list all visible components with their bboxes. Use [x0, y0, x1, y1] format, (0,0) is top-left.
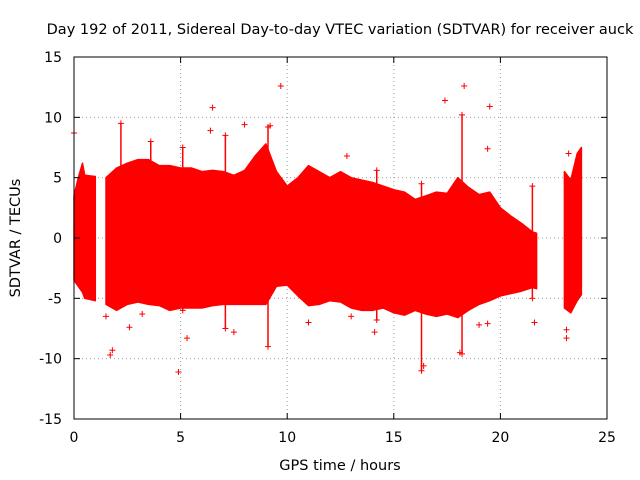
x-axis-label: GPS time / hours: [279, 458, 400, 474]
x-tick-label: 0: [70, 430, 79, 446]
data-point-marker: [102, 313, 109, 320]
data-point-marker: [230, 329, 237, 336]
x-tick-label: 20: [491, 430, 509, 446]
data-point-marker: [117, 120, 124, 127]
y-tick-label: -5: [48, 291, 62, 307]
data-point-marker: [277, 82, 284, 89]
chart-title: Day 192 of 2011, Sidereal Day-to-day VTE…: [47, 22, 634, 38]
data-point-marker: [484, 145, 491, 152]
sdtvar-data-band: [563, 146, 583, 314]
data-point-marker: [531, 319, 538, 326]
data-point-marker: [529, 183, 536, 190]
data-point-marker: [371, 329, 378, 336]
x-tick-label: 25: [598, 430, 616, 446]
y-tick-label: -15: [39, 412, 62, 428]
sdtvar-data-band: [105, 143, 538, 319]
y-tick-label: -10: [39, 352, 62, 368]
data-point-marker: [267, 122, 274, 129]
data-point-marker: [484, 320, 491, 327]
data-point-marker: [179, 144, 186, 151]
data-point-marker: [343, 152, 350, 159]
data-layer: [71, 82, 583, 375]
data-point-marker: [147, 295, 154, 302]
x-tick-label: 10: [278, 430, 296, 446]
y-tick-label: 15: [44, 50, 62, 66]
y-axis-label: SDTVAR / TECUs: [8, 179, 24, 298]
data-point-marker: [420, 362, 427, 369]
data-point-marker: [565, 150, 572, 157]
data-point-marker: [373, 317, 380, 324]
data-point-marker: [179, 307, 186, 314]
data-point-marker: [441, 97, 448, 104]
data-point-marker: [175, 368, 182, 375]
data-point-marker: [209, 104, 216, 111]
data-point-marker: [222, 132, 229, 139]
y-tick-label: 0: [53, 231, 62, 247]
data-point-marker: [109, 347, 116, 354]
data-point-marker: [373, 167, 380, 174]
data-point-marker: [486, 103, 493, 110]
data-point-marker: [461, 82, 468, 89]
y-tick-label: 10: [44, 110, 62, 126]
data-point-marker: [348, 313, 355, 320]
data-point-marker: [222, 325, 229, 332]
data-point-marker: [418, 367, 425, 374]
x-tick-label: 5: [176, 430, 185, 446]
data-point-marker: [459, 111, 466, 118]
data-point-marker: [241, 121, 248, 128]
data-point-marker: [305, 319, 312, 326]
data-point-marker: [563, 326, 570, 333]
data-point-marker: [183, 335, 190, 342]
y-tick-label: 5: [53, 171, 62, 187]
data-point-marker: [107, 352, 114, 359]
data-point-marker: [563, 335, 570, 342]
data-point-marker: [529, 295, 536, 302]
data-point-marker: [207, 127, 214, 134]
data-point-marker: [418, 180, 425, 187]
data-point-marker: [147, 138, 154, 145]
data-point-marker: [126, 324, 133, 331]
data-point-marker: [476, 321, 483, 328]
axis-ticks: 0 5 10 15 20 25 -15 -10 -5 0 5 10 15: [39, 50, 616, 446]
data-point-marker: [456, 349, 463, 356]
data-point-marker: [265, 343, 272, 350]
sdtvar-data-band: [73, 162, 97, 302]
x-tick-label: 15: [385, 430, 403, 446]
data-point-marker: [139, 311, 146, 318]
data-point-marker: [117, 283, 124, 290]
